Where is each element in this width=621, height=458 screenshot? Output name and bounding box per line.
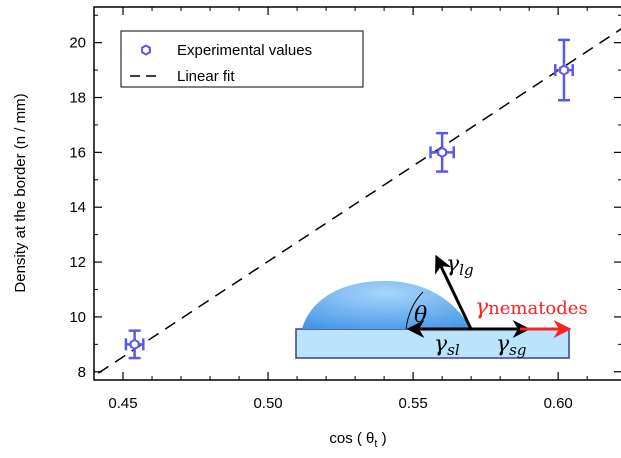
x-axis-title: cos ( θt ) xyxy=(329,430,386,450)
inset-label-theta: θ xyxy=(414,303,427,328)
y-tick-label: 18 xyxy=(69,90,86,107)
point-marker xyxy=(559,64,569,76)
linear-fit-group xyxy=(97,28,621,374)
y-tick-label: 8 xyxy=(78,364,86,381)
inset-gamma-lg-arrow xyxy=(435,254,473,330)
point-marker xyxy=(437,146,448,159)
legend-label-fit: Linear fit xyxy=(177,68,235,85)
y-tick-label: 12 xyxy=(69,254,86,271)
legend-hexagon-marker xyxy=(141,44,151,56)
inset-droplet xyxy=(302,281,471,329)
y-axis-title: Density at the border (n / mm) xyxy=(12,93,29,292)
inset-label-gamma-sl: γsl xyxy=(434,332,460,359)
inset-label-gamma-lg: γlg xyxy=(446,252,474,279)
inset-label-gamma-sg: γsg xyxy=(496,332,526,359)
data-point xyxy=(554,38,574,102)
linear-fit-line xyxy=(97,28,621,374)
y-tick-label: 10 xyxy=(69,309,86,326)
legend-marker-experimental xyxy=(141,44,151,56)
y-tick-label: 16 xyxy=(69,144,86,161)
x-tick-label: 0.45 xyxy=(108,395,137,412)
data-point xyxy=(124,329,145,360)
legend-box xyxy=(120,30,364,88)
x-tick-label: 0.50 xyxy=(253,395,282,412)
point-marker xyxy=(129,338,140,351)
legend: Experimental values Linear fit xyxy=(120,30,364,88)
plot-frame xyxy=(93,6,621,381)
experimental-points-group xyxy=(124,38,574,360)
data-point xyxy=(429,131,455,173)
contact-angle-inset: γlg θ γnematodes γsl γsg xyxy=(295,252,588,359)
x-tick-label: 0.55 xyxy=(399,395,428,412)
x-tick-label: 0.60 xyxy=(544,395,573,412)
legend-label-experimental: Experimental values xyxy=(177,42,312,59)
y-tick-label: 14 xyxy=(69,199,86,216)
y-tick-label: 20 xyxy=(69,35,86,52)
inset-label-gamma-nematodes: γnematodes xyxy=(475,295,588,320)
inset-substrate xyxy=(295,328,570,359)
